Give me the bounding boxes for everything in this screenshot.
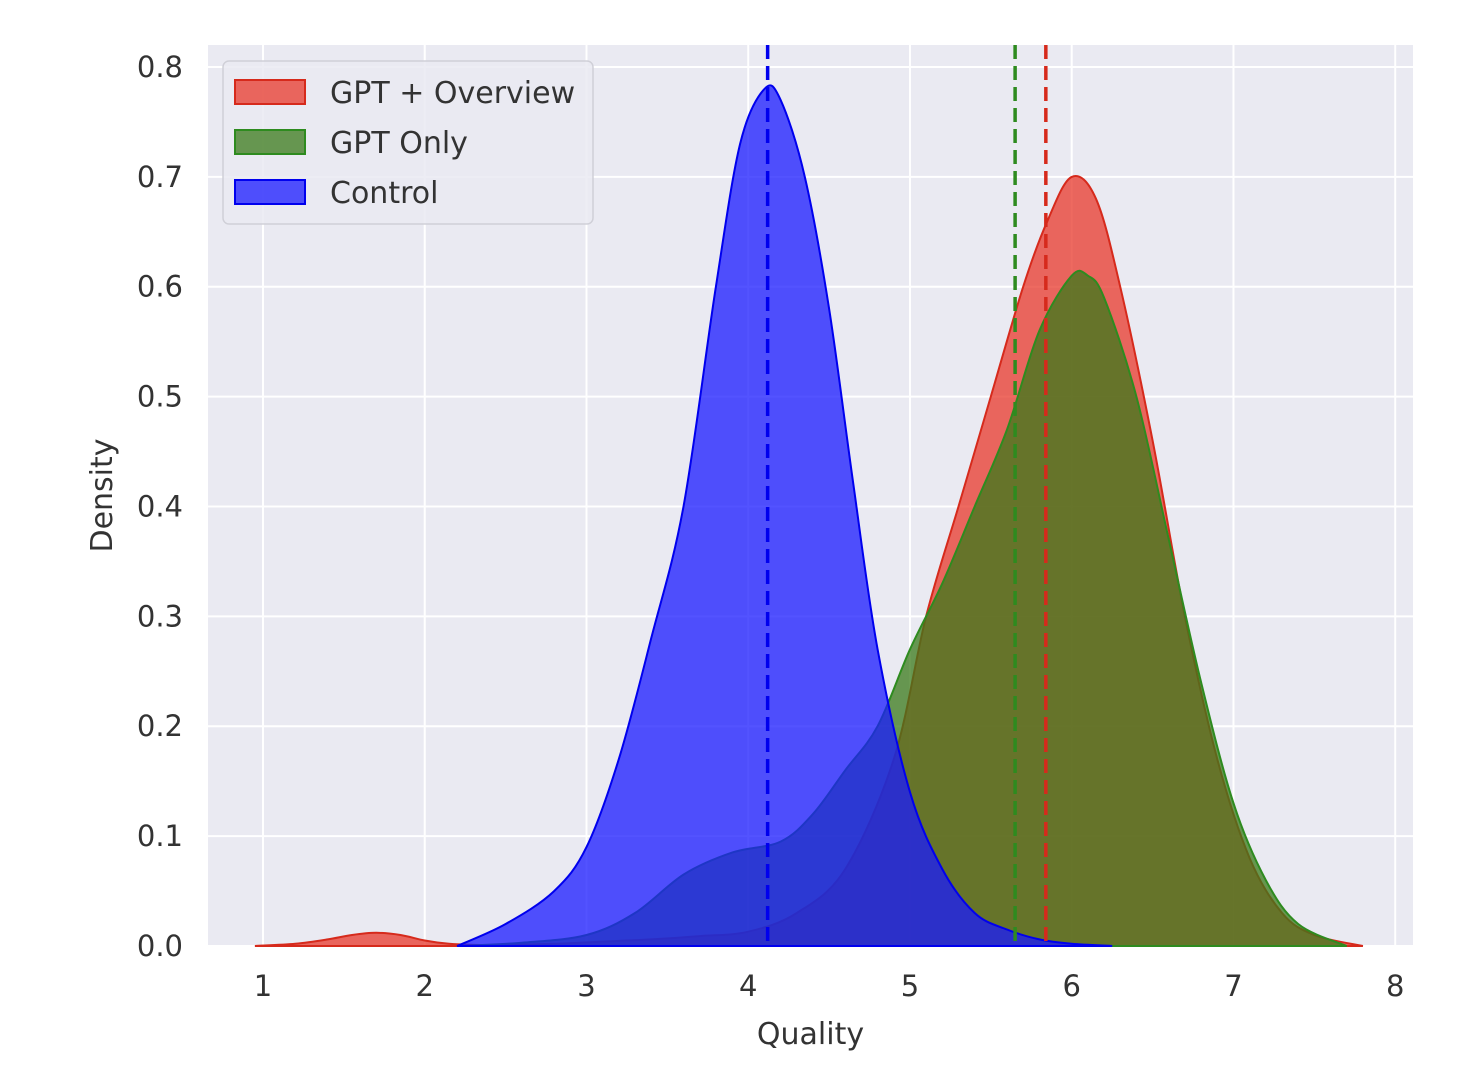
x-tick-labels: 1 2 3 4 5 6 7 8 xyxy=(254,969,1405,1003)
y-tick-label: 0.7 xyxy=(137,160,183,194)
legend-label: GPT + Overview xyxy=(330,76,575,111)
y-tick-label: 0.5 xyxy=(137,380,183,414)
y-tick-label: 0.1 xyxy=(137,819,183,853)
legend-swatch xyxy=(234,79,306,105)
y-tick-label: 0.3 xyxy=(137,599,183,633)
x-tick-label: 8 xyxy=(1386,969,1404,1003)
density-area-control xyxy=(456,84,1113,947)
x-tick-label: 6 xyxy=(1062,969,1080,1003)
legend-swatch xyxy=(234,129,306,155)
legend-label: Control xyxy=(330,176,438,211)
y-axis-label: Density xyxy=(85,438,120,552)
y-tick-label: 0.6 xyxy=(137,270,183,304)
y-tick-label: 0.0 xyxy=(137,929,183,963)
y-tick-label: 0.2 xyxy=(137,709,183,743)
x-tick-label: 1 xyxy=(254,969,272,1003)
legend-label: GPT Only xyxy=(330,126,468,161)
legend-frame xyxy=(222,60,594,225)
x-tick-label: 4 xyxy=(739,969,757,1003)
x-tick-label: 2 xyxy=(416,969,434,1003)
x-tick-label: 5 xyxy=(901,969,919,1003)
y-tick-label: 0.8 xyxy=(137,50,183,84)
y-tick-labels: 0.0 0.1 0.2 0.3 0.4 0.5 0.6 0.7 0.8 xyxy=(137,50,183,963)
x-tick-label: 3 xyxy=(577,969,595,1003)
x-axis-label: Quality xyxy=(757,1017,864,1052)
legend-swatch xyxy=(234,179,306,205)
mean-lines xyxy=(765,45,1048,946)
x-tick-label: 7 xyxy=(1224,969,1242,1003)
legend: GPT + Overview GPT Only Control xyxy=(222,60,594,225)
y-tick-label: 0.4 xyxy=(137,489,183,523)
density-areas xyxy=(254,84,1364,947)
